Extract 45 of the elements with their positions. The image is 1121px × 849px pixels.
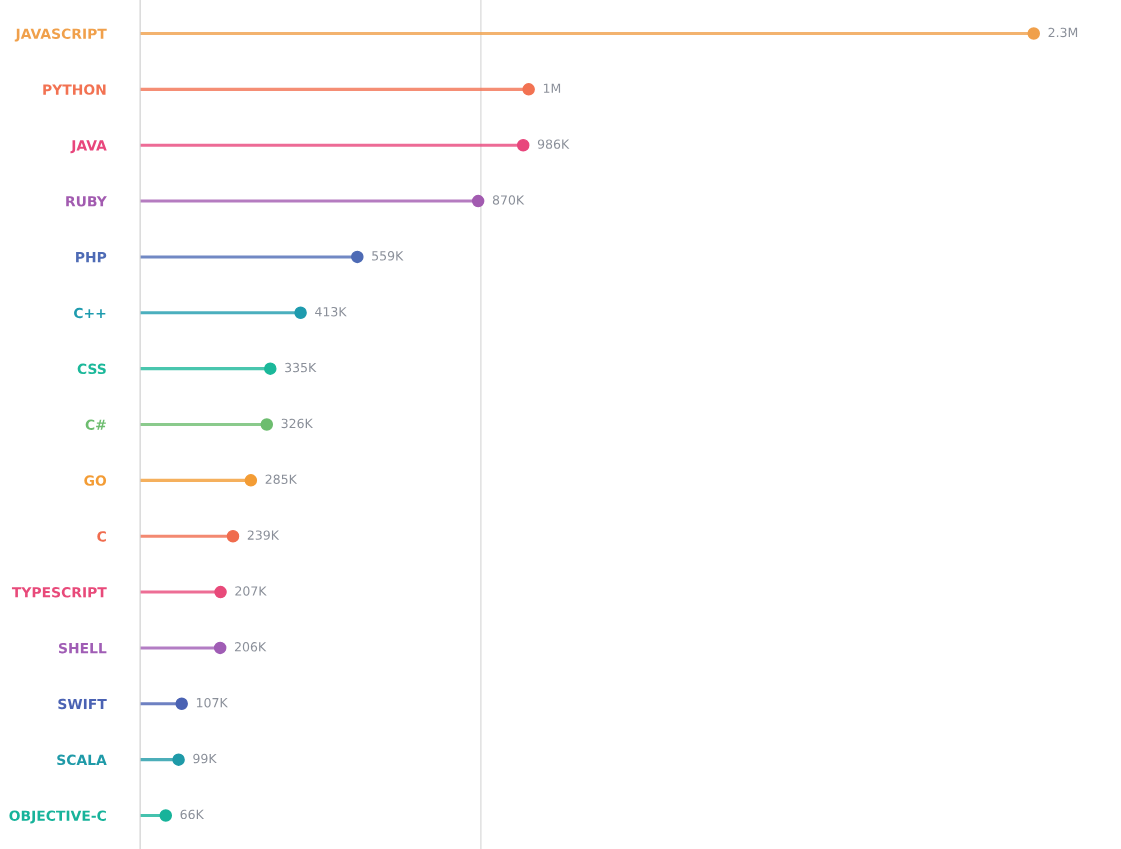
y-tick-label: PYTHON	[43, 84, 106, 95]
data-label: 413K	[315, 306, 347, 317]
y-tick-label: C#	[85, 419, 106, 430]
data-label: 285K	[265, 474, 298, 484]
point	[159, 809, 173, 822]
y-tick-label: GO	[84, 475, 107, 486]
data-label: 107K	[196, 697, 228, 708]
point	[471, 194, 485, 208]
y-tick-label: JAVA	[70, 140, 107, 154]
point	[214, 585, 227, 599]
point	[1027, 27, 1041, 40]
point	[516, 138, 530, 152]
point	[213, 641, 227, 655]
data-label: 326K	[281, 418, 313, 429]
y-tick-label: C++	[74, 307, 106, 319]
data-label: 335K	[285, 362, 317, 373]
point	[522, 83, 535, 96]
y-tick-label: JAVASCRIPT	[14, 28, 107, 42]
y-tick-label: CSS	[77, 363, 106, 375]
point	[172, 753, 185, 766]
y-tick-label: RUBY	[66, 196, 107, 207]
point	[226, 529, 240, 543]
y-tick-label: SWIFT	[58, 698, 107, 710]
y-tick-label: OBJECTIVE-C	[9, 810, 106, 824]
data-label: 559K	[372, 251, 404, 261]
data-label: 2.3M	[1048, 27, 1078, 38]
point	[260, 418, 274, 431]
point	[244, 474, 258, 487]
data-label: 99K	[193, 753, 217, 764]
data-label: 986K	[537, 139, 570, 149]
data-label: 66K	[180, 809, 205, 820]
data-label: 239K	[247, 530, 280, 540]
y-tick-label: SCALA	[57, 754, 107, 766]
data-label: 870K	[492, 195, 525, 205]
y-tick-label: TYPESCRIPT	[11, 587, 107, 598]
data-label: 206K	[234, 642, 267, 652]
y-tick-label: C	[97, 531, 106, 542]
data-label: 207K	[235, 586, 267, 596]
y-tick-label: PHP	[76, 252, 107, 263]
data-label: 1M	[543, 83, 561, 93]
point	[175, 697, 188, 711]
point	[294, 306, 307, 320]
point	[351, 250, 364, 264]
y-tick-label: SHELL	[58, 642, 107, 654]
point	[264, 362, 277, 375]
